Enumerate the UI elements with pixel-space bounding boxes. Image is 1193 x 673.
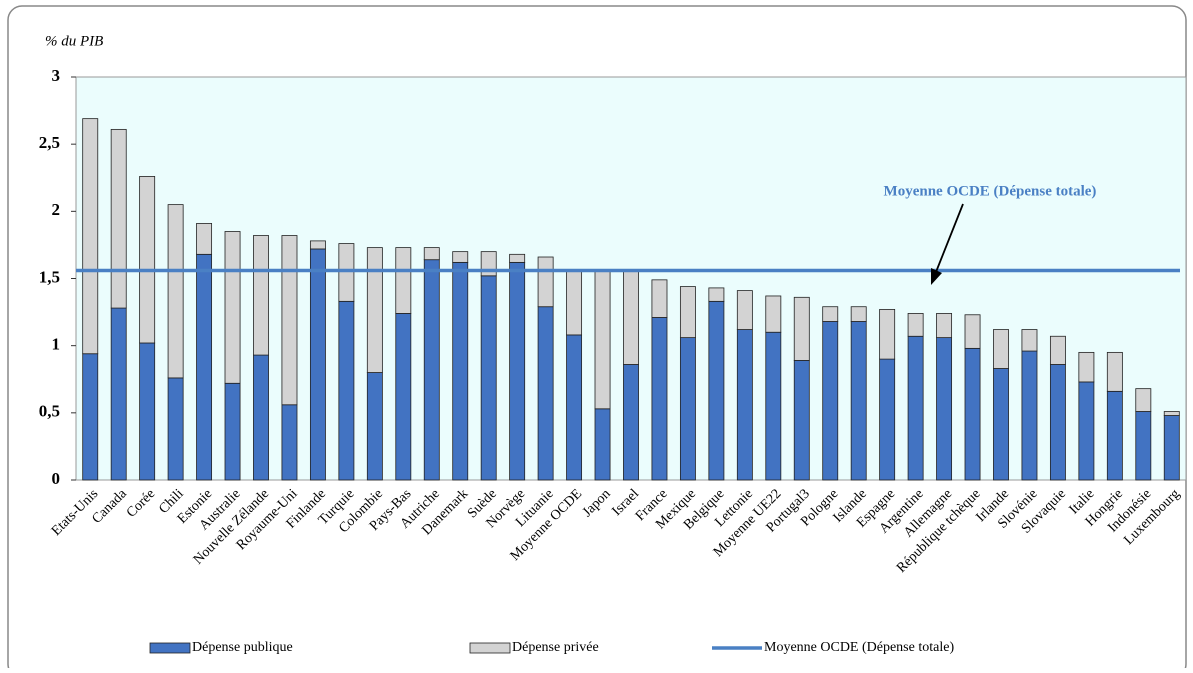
bar-segment: [139, 176, 156, 344]
y-axis-title: % du PIB: [45, 33, 103, 49]
y-tick-label: 0: [52, 469, 61, 488]
bar-segment: [651, 317, 668, 481]
bar-segment: [850, 321, 867, 481]
bar-segment: [196, 253, 213, 481]
bar-segment: [907, 335, 924, 481]
bar-segment: [338, 300, 355, 481]
bar-segment: [82, 118, 99, 355]
bar-segment: [1106, 351, 1123, 392]
bar-segment: [309, 240, 326, 250]
bar-segment: [480, 275, 497, 481]
bar-segment: [708, 287, 725, 302]
bar-segment: [679, 286, 696, 339]
bar-segment: [281, 404, 298, 481]
bar-segment: [993, 329, 1009, 369]
bar-segment: [253, 354, 269, 481]
bar-segment: [850, 306, 867, 322]
legend-label: Moyenne OCDE (Dépense totale): [764, 640, 954, 655]
bar-segment: [537, 306, 554, 481]
bar-segment: [338, 243, 355, 302]
bar-segment: [395, 247, 412, 314]
bar-segment: [623, 364, 639, 481]
bar-segment: [281, 235, 298, 406]
bar-segment: [82, 353, 99, 481]
bar-segment: [623, 270, 639, 365]
bar-segment: [452, 251, 469, 263]
bar-segment: [736, 329, 753, 481]
bar-segment: [537, 256, 554, 308]
bar-segment: [679, 337, 696, 481]
bar-segment: [1049, 364, 1066, 481]
bar-segment: [594, 270, 611, 410]
bar-segment: [423, 247, 440, 261]
bar-segment: [366, 372, 383, 481]
legend-label: Dépense publique: [192, 640, 293, 655]
bar-segment: [907, 313, 924, 337]
bar-segment: [1163, 415, 1180, 481]
bar-segment: [1106, 390, 1123, 481]
bar-segment: [509, 261, 526, 481]
bar-segment: [936, 337, 953, 481]
bar-segment: [423, 259, 440, 481]
bar-segment: [139, 342, 156, 481]
bar-segment: [309, 248, 326, 481]
bar-segment: [936, 313, 953, 339]
bar-segment: [879, 308, 896, 360]
bar-segment: [765, 295, 782, 333]
arrow-head: [931, 268, 942, 285]
bar-segment: [793, 360, 810, 481]
bar-segment: [366, 247, 383, 373]
bar-segment: [110, 307, 127, 481]
y-tick-label: 3: [52, 66, 61, 85]
legend-label: Dépense privée: [512, 640, 599, 655]
y-tick-label: 1,5: [39, 267, 60, 286]
bar-segment: [395, 313, 412, 481]
bar-segment: [566, 334, 583, 481]
bar-segment: [167, 377, 184, 481]
bar-segment: [224, 382, 241, 481]
bar-segment: [167, 204, 184, 379]
bar-segment: [793, 296, 810, 361]
bar-segment: [224, 231, 241, 384]
bar-segment: [964, 314, 981, 349]
bar-segment: [566, 270, 583, 336]
bar-segment: [1049, 335, 1066, 365]
bar-segment: [253, 235, 269, 356]
y-tick-label: 0,5: [39, 402, 60, 421]
bar-segment: [196, 223, 213, 255]
bar-segment: [822, 321, 839, 481]
annotation: Moyenne OCDE (Dépense totale): [884, 183, 1097, 199]
bar-segment: [1078, 381, 1095, 481]
bar-segment: [110, 128, 127, 309]
bar-segment: [822, 306, 839, 322]
y-tick-label: 1: [52, 335, 61, 354]
bar-segment: [1021, 329, 1038, 352]
bar-segment: [1135, 388, 1152, 412]
bar-segment: [879, 358, 896, 481]
bar-segment: [765, 331, 782, 481]
bar-segment: [736, 290, 753, 330]
legend-swatch: [469, 642, 511, 654]
bar-segment: [651, 279, 668, 318]
bar-segment: [1135, 411, 1152, 481]
bar-segment: [1021, 350, 1038, 481]
bar-segment: [1078, 351, 1095, 383]
legend-swatch: [149, 642, 191, 654]
y-tick-label: 2: [52, 200, 61, 219]
bar-segment: [708, 300, 725, 481]
bar-segment: [594, 408, 611, 481]
bar-segment: [452, 261, 469, 481]
annotation-arrow: [935, 203, 964, 273]
bar-segment: [993, 368, 1009, 481]
bar-segment: [964, 347, 981, 481]
bar-segment: [1163, 411, 1180, 416]
bar-segment: [509, 253, 526, 263]
y-tick-label: 2,5: [39, 133, 60, 152]
